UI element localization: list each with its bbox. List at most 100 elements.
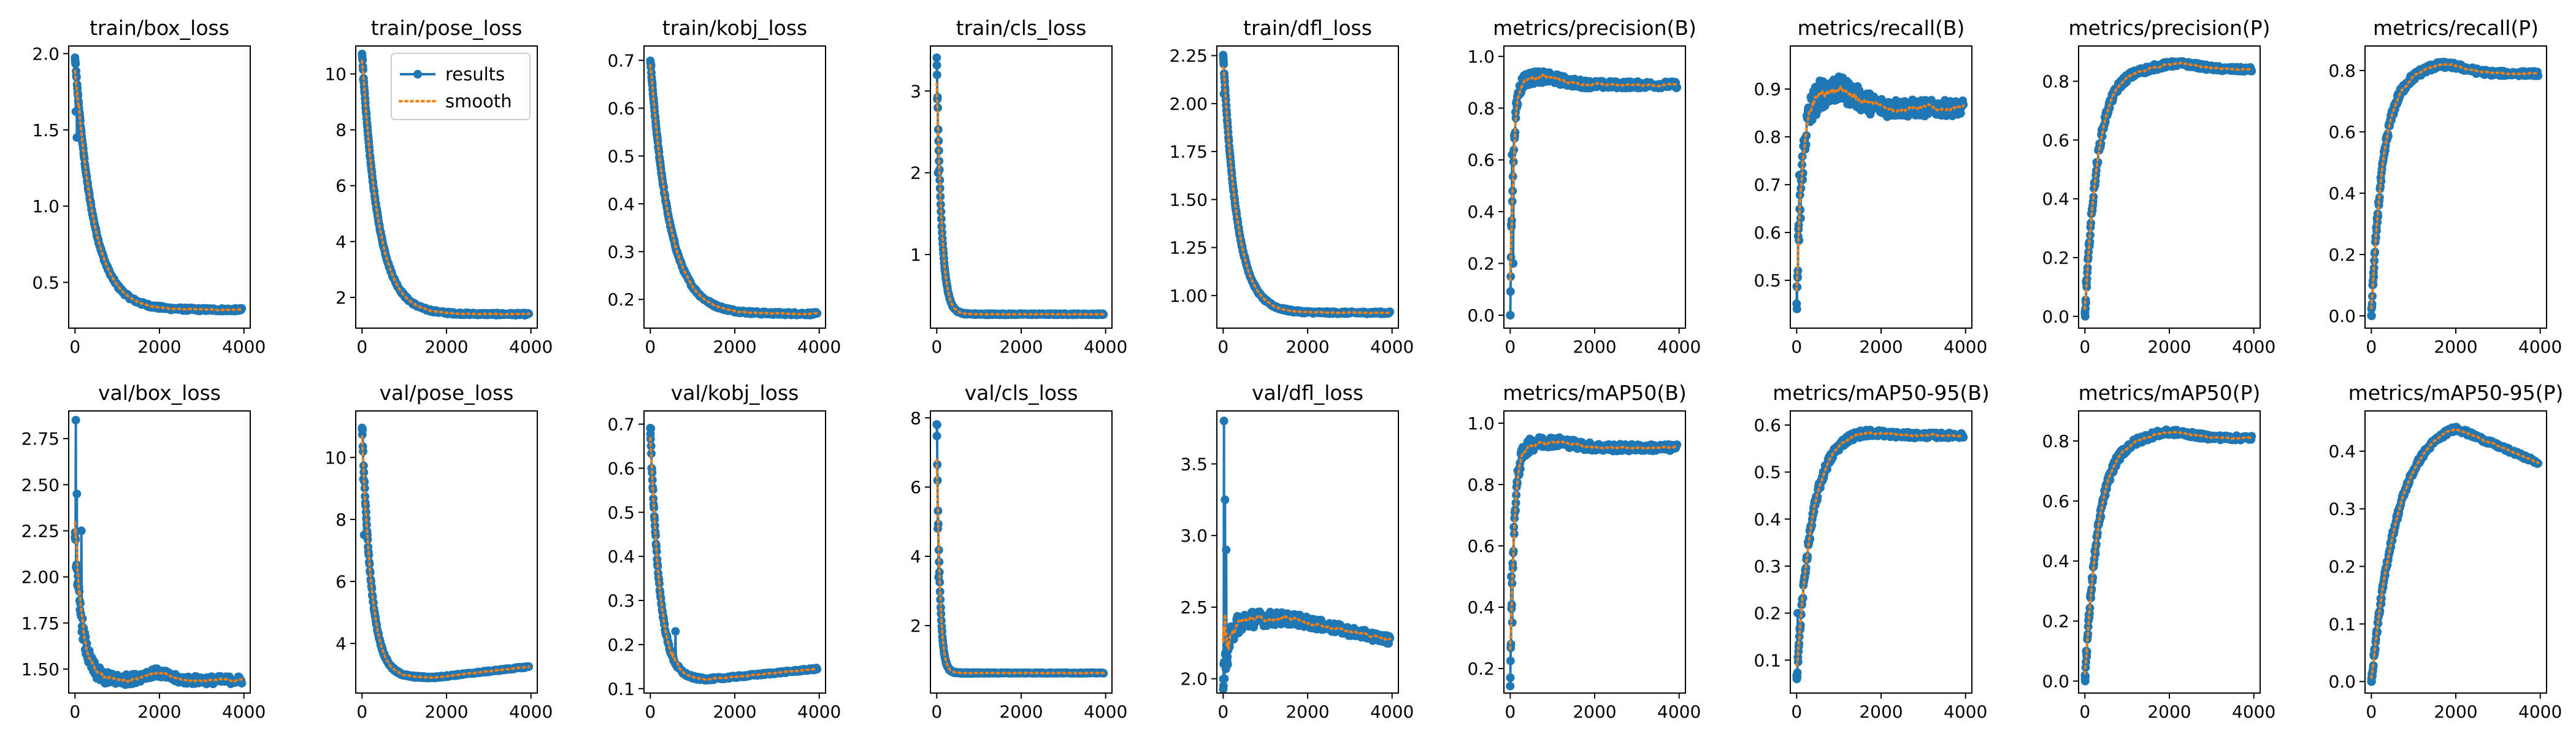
y-tick-label: 2: [335, 288, 347, 308]
x-tick-label: 2000: [999, 702, 1043, 722]
results-line: [1222, 420, 1392, 689]
x-tick-label: 0: [69, 337, 80, 357]
y-tick-label: 0.8: [1467, 98, 1495, 118]
results-point: [932, 420, 941, 429]
y-tick-label: 8: [335, 510, 347, 530]
y-tick-label: 10: [324, 448, 347, 468]
x-tick-label: 0: [356, 702, 367, 722]
results-point: [359, 65, 367, 74]
legend-smooth-label: smooth: [445, 91, 512, 112]
results-point: [652, 547, 661, 556]
results-point: [1508, 564, 1517, 573]
results-point: [2370, 256, 2379, 266]
results-point: [359, 447, 367, 456]
subplot-title: train/pose_loss: [371, 16, 523, 40]
results-markers: [2080, 57, 2256, 321]
subplot-title: train/cls_loss: [956, 16, 1087, 40]
y-tick-label: 0.1: [607, 679, 635, 699]
subplot-title: train/box_loss: [90, 16, 229, 40]
results-point: [2369, 272, 2379, 282]
y-tick-label: 2.00: [1170, 94, 1208, 114]
y-tick-label: 1: [910, 245, 921, 265]
y-tick-label: 0.2: [2328, 245, 2356, 265]
results-point: [363, 535, 372, 544]
results-point: [2367, 312, 2376, 320]
results-markers: [646, 424, 822, 685]
y-tick-label: 1.50: [1170, 190, 1208, 210]
results-point: [1509, 546, 1518, 556]
y-tick-label: 0.4: [2328, 183, 2356, 204]
results-markers: [358, 423, 534, 683]
results-markers: [71, 53, 247, 316]
results-point: [1506, 287, 1515, 296]
axes-frame: [68, 45, 251, 329]
x-tick-label: 0: [1505, 337, 1516, 357]
subplot-title: train/dfl_loss: [1243, 16, 1372, 40]
results-point: [650, 504, 659, 513]
results-point: [2080, 312, 2090, 321]
x-tick-label: 2000: [2147, 337, 2191, 357]
y-tick-label: 0.3: [607, 591, 635, 611]
results-line: [1509, 70, 1678, 316]
results-point: [648, 475, 657, 485]
y-tick-label: 0.6: [1754, 223, 1781, 243]
y-tick-label: 6: [910, 477, 921, 497]
axes-frame: [1216, 410, 1399, 694]
axes-frame: [930, 410, 1113, 694]
y-tick-label: 0.0: [1467, 305, 1495, 326]
y-tick-label: 10: [324, 64, 347, 85]
results-point: [671, 627, 680, 636]
axes-frame: [68, 410, 251, 694]
results-point: [933, 476, 942, 485]
x-tick-label: 2000: [137, 702, 181, 722]
y-tick-label: 0.6: [607, 458, 635, 478]
subplot-title: metrics/mAP50-95(B): [1773, 381, 1989, 405]
smooth-line: [1509, 74, 1679, 282]
axes-frame: [2364, 45, 2547, 329]
results-line: [935, 423, 1105, 675]
y-tick-label: 8: [335, 120, 347, 140]
x-tick-label: 0: [645, 702, 656, 722]
x-tick-label: 4000: [797, 702, 841, 722]
y-tick-label: 0.7: [1754, 175, 1781, 195]
y-tick-label: 0.4: [607, 194, 635, 214]
y-tick-label: 3.5: [1180, 454, 1208, 474]
x-tick-label: 4000: [509, 702, 553, 722]
smooth-line: [935, 458, 1105, 675]
results-markers: [932, 53, 1108, 320]
results-markers: [932, 420, 1108, 678]
y-tick-label: 2.75: [21, 429, 59, 449]
y-tick-label: 1.0: [1467, 413, 1495, 434]
y-tick-label: 1.75: [1170, 142, 1208, 162]
y-tick-label: 1.75: [21, 613, 59, 634]
x-tick-label: 0: [1505, 702, 1516, 722]
results-line: [935, 58, 1105, 316]
y-tick-label: 0.4: [2042, 189, 2069, 209]
results-point: [1223, 660, 1232, 669]
y-tick-label: 0.8: [2042, 72, 2069, 92]
subplot-metrics-precision-b: metrics/precision(B)0 2000 40000.00.20.40.…: [1467, 16, 1701, 357]
x-tick-label: 2000: [1286, 702, 1329, 722]
y-tick-label: 0.2: [607, 289, 635, 310]
smooth-line: [2083, 61, 2253, 310]
y-tick-label: 6: [335, 572, 347, 592]
y-tick-label: 0.2: [1467, 659, 1495, 679]
results-point: [77, 526, 86, 535]
results-point: [72, 489, 82, 499]
y-tick-label: 0.7: [607, 50, 635, 71]
results-point: [2374, 212, 2383, 221]
results-point: [1798, 160, 1806, 169]
results-point: [2367, 299, 2377, 309]
y-tick-label: 0.6: [1467, 150, 1495, 171]
results-point: [71, 59, 80, 69]
subplot-title: val/kobj_loss: [671, 381, 799, 405]
y-tick-label: 0.3: [607, 242, 635, 262]
subplot-metrics-recall-b: metrics/recall(B)0 2000 40000.50.60.70.80.…: [1754, 16, 1987, 357]
x-tick-label: 4000: [1944, 337, 1987, 357]
y-tick-label: 0.4: [607, 546, 635, 567]
